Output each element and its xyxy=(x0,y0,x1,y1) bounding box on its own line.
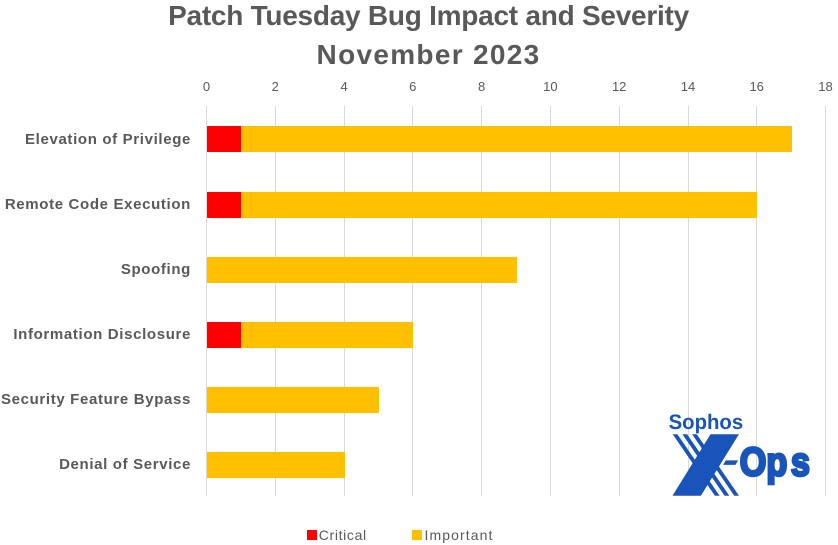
svg-text:Ops: Ops xyxy=(740,441,810,485)
svg-text:Sophos: Sophos xyxy=(669,411,744,434)
